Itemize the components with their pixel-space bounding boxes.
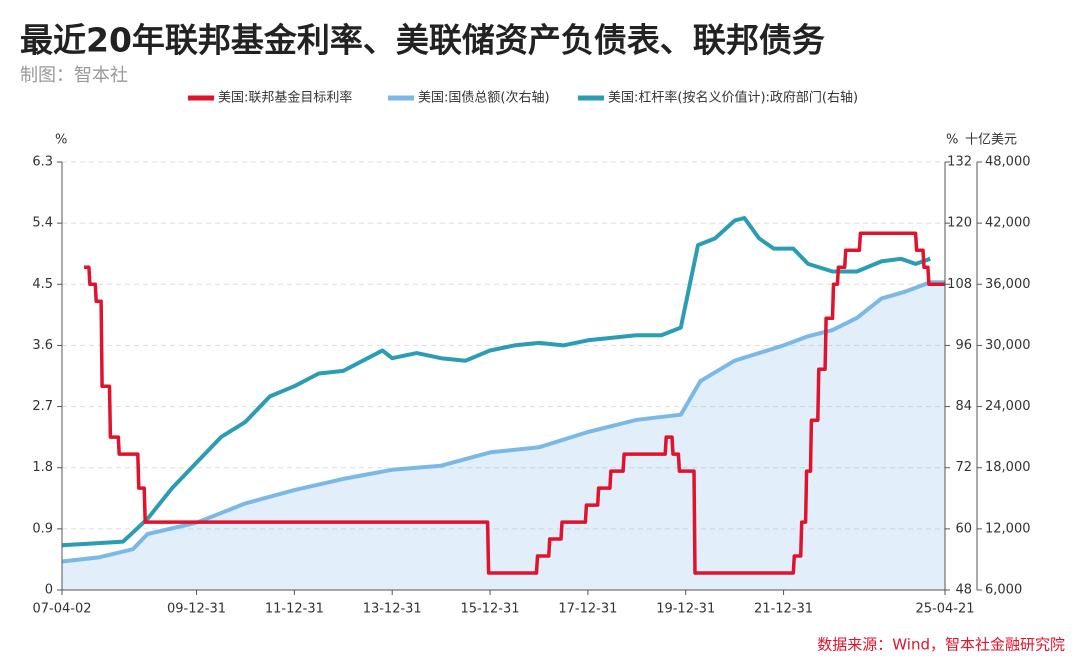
x-tick-label: 09-12-31: [167, 602, 226, 617]
chart-title: 最近20年联邦基金利率、美联储资产负债表、联邦债务: [20, 21, 825, 60]
y3-tick-label: 36,000: [985, 277, 1031, 292]
y2-tick-label: 48: [955, 583, 972, 598]
x-tick-label: 17-12-31: [558, 602, 617, 617]
y3-tick-label: 42,000: [985, 216, 1031, 231]
x-tick-label: 21-12-31: [754, 602, 813, 617]
series-line: [61, 216, 931, 548]
y2-tick-label: 72: [955, 460, 972, 475]
series-line: [84, 231, 945, 575]
y2-tick-label: 120: [947, 216, 972, 231]
y2-tick-label: 108: [947, 277, 972, 292]
y-tick-label: 6.3: [32, 155, 53, 170]
y-tick-label: 0.9: [32, 521, 53, 536]
y3-tick-label: 6,000: [985, 583, 1022, 598]
chart-subtitle: 制图：智本社: [20, 65, 128, 86]
y-tick-label: 5.4: [32, 216, 53, 231]
y-tick-label: 1.8: [32, 460, 53, 475]
legend-label: 美国:国债总额(次右轴): [418, 90, 550, 106]
legend-label: 美国:联邦基金目标利率: [218, 90, 352, 106]
y2-tick-label: 132: [947, 155, 972, 170]
y-tick-label: 3.6: [32, 338, 53, 353]
y2-axis-unit: %: [946, 133, 958, 148]
y3-tick-label: 48,000: [985, 155, 1031, 170]
y3-axis-unit: 十亿美元: [965, 133, 1017, 148]
y3-tick-label: 18,000: [985, 460, 1031, 475]
y3-tick-label: 30,000: [985, 338, 1031, 353]
legend-label: 美国:杠杆率(按名义价值计):政府部门(右轴): [608, 90, 858, 106]
y-axis-unit: %: [55, 133, 67, 148]
x-tick-label: 13-12-31: [363, 602, 422, 617]
x-tick-label: 15-12-31: [461, 602, 520, 617]
y2-tick-label: 60: [955, 521, 972, 536]
x-tick-label: 11-12-31: [265, 602, 324, 617]
y-tick-label: 4.5: [32, 277, 53, 292]
x-tick-label: 07-04-02: [32, 602, 91, 617]
y-tick-label: 0: [45, 583, 53, 598]
x-tick-label: 25-04-21: [915, 602, 974, 617]
y3-tick-label: 12,000: [985, 521, 1031, 536]
y2-tick-label: 96: [955, 338, 972, 353]
x-tick-label: 19-12-31: [656, 602, 715, 617]
y2-tick-label: 84: [955, 399, 972, 414]
source: 数据来源：Wind，智本社金融研究院: [817, 636, 1065, 654]
area: [62, 282, 945, 590]
y-tick-label: 2.7: [32, 399, 53, 414]
y3-tick-label: 24,000: [985, 399, 1031, 414]
